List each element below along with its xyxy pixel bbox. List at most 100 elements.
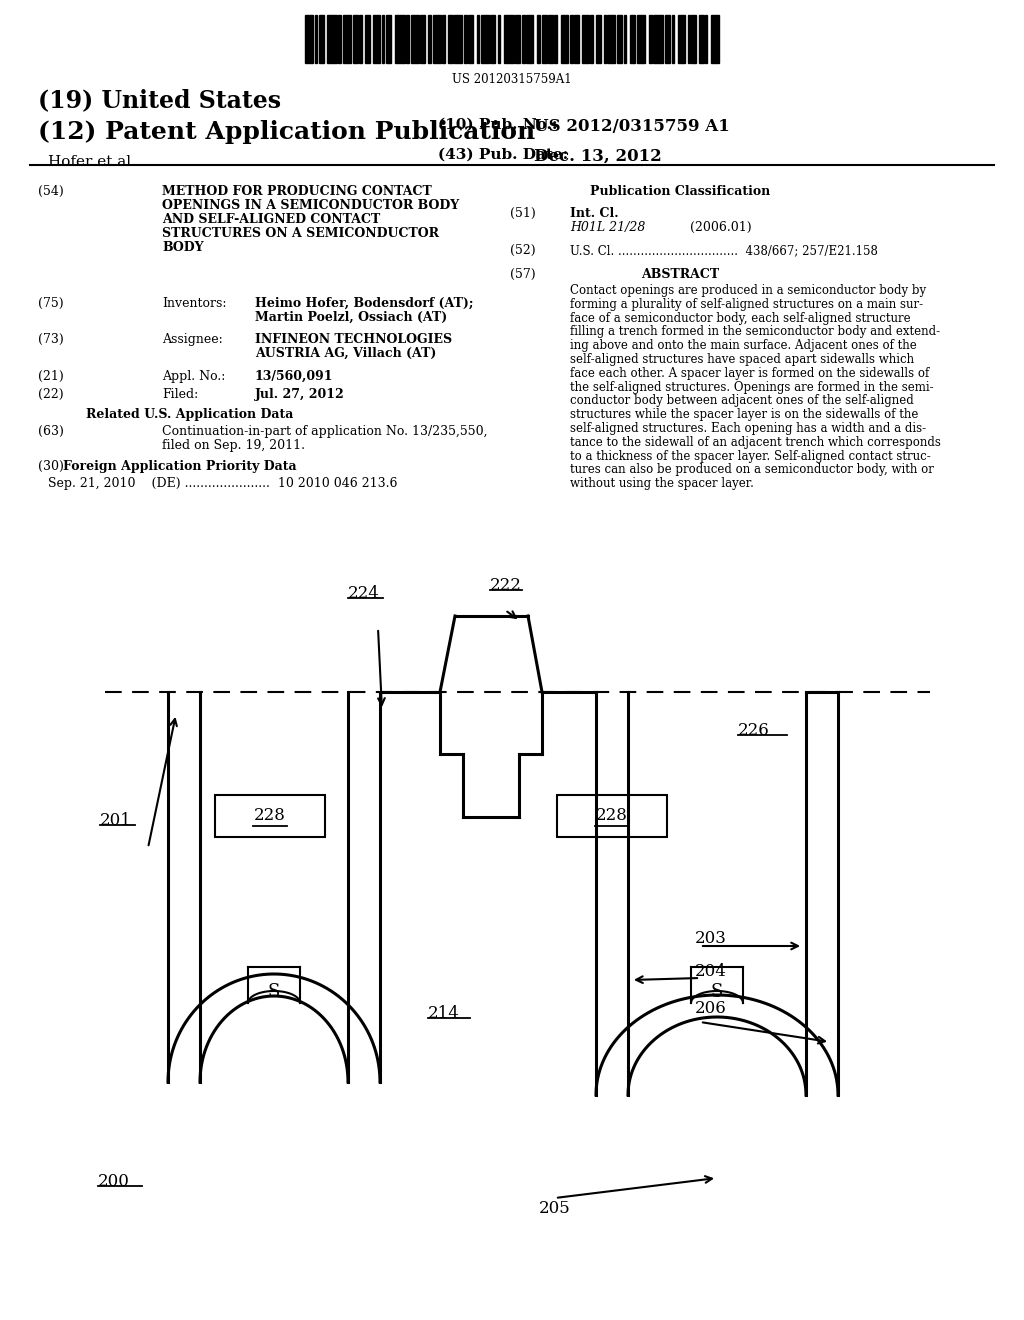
Text: 203: 203	[695, 931, 727, 946]
Bar	[338, 15, 341, 63]
Bar	[570, 15, 572, 63]
Text: (63): (63)	[38, 425, 63, 438]
Bar	[542, 15, 547, 63]
Bar	[526, 15, 534, 63]
Text: the self-aligned structures. Openings are formed in the semi-: the self-aligned structures. Openings ar…	[570, 380, 934, 393]
Bar	[386, 15, 391, 63]
Text: ABSTRACT: ABSTRACT	[641, 268, 719, 281]
Text: self-aligned structures. Each opening has a width and a dis-: self-aligned structures. Each opening ha…	[570, 422, 926, 436]
Text: 214: 214	[428, 1005, 460, 1022]
Text: Hofer et al.: Hofer et al.	[48, 154, 136, 169]
Text: Contact openings are produced in a semiconductor body by: Contact openings are produced in a semic…	[570, 284, 926, 297]
Bar	[678, 15, 685, 63]
Bar	[481, 15, 489, 63]
Bar	[449, 15, 454, 63]
Bar	[687, 15, 690, 63]
Text: 200: 200	[98, 1173, 130, 1191]
Bar	[420, 15, 425, 63]
Bar	[315, 15, 317, 63]
Bar	[617, 15, 623, 63]
Bar	[672, 15, 674, 63]
Text: without using the spacer layer.: without using the spacer layer.	[570, 478, 754, 490]
Text: conductor body between adjacent ones of the self-aligned: conductor body between adjacent ones of …	[570, 395, 913, 408]
Bar	[590, 15, 593, 63]
Text: 222: 222	[490, 577, 522, 594]
Text: (10) Pub. No.:: (10) Pub. No.:	[438, 117, 557, 132]
Text: filling a trench formed in the semiconductor body and extend-: filling a trench formed in the semicondu…	[570, 326, 940, 338]
Text: AND SELF-ALIGNED CONTACT: AND SELF-ALIGNED CONTACT	[162, 213, 380, 226]
Text: 228: 228	[254, 808, 286, 825]
Bar	[353, 15, 358, 63]
Bar	[630, 15, 635, 63]
Bar	[359, 15, 361, 63]
Bar	[468, 15, 473, 63]
Bar	[705, 15, 708, 63]
Text: INFINEON TECHNOLOGIES: INFINEON TECHNOLOGIES	[255, 333, 453, 346]
Text: Related U.S. Application Data: Related U.S. Application Data	[86, 408, 294, 421]
Text: METHOD FOR PRODUCING CONTACT: METHOD FOR PRODUCING CONTACT	[162, 185, 432, 198]
Text: Filed:: Filed:	[162, 388, 199, 401]
Bar	[522, 15, 524, 63]
Text: 226: 226	[738, 722, 770, 739]
Text: Assignee:: Assignee:	[162, 333, 223, 346]
Text: (73): (73)	[38, 333, 63, 346]
Bar	[548, 15, 553, 63]
Bar	[428, 15, 431, 63]
Text: Continuation-in-part of application No. 13/235,550,: Continuation-in-part of application No. …	[162, 425, 487, 438]
Bar	[691, 15, 696, 63]
Bar	[318, 15, 324, 63]
Bar	[373, 15, 380, 63]
Text: OPENINGS IN A SEMICONDUCTOR BODY: OPENINGS IN A SEMICONDUCTOR BODY	[162, 199, 459, 213]
Bar	[649, 15, 652, 63]
Bar	[582, 15, 589, 63]
Text: (19) United States: (19) United States	[38, 88, 282, 112]
Text: Inventors:: Inventors:	[162, 297, 226, 310]
Text: tance to the sidewall of an adjacent trench which corresponds: tance to the sidewall of an adjacent tre…	[570, 436, 941, 449]
Bar	[624, 15, 626, 63]
Bar	[395, 15, 406, 63]
Text: (2006.01): (2006.01)	[690, 220, 752, 234]
Text: (21): (21)	[38, 370, 63, 383]
Bar	[574, 15, 580, 63]
Text: Publication Classification: Publication Classification	[590, 185, 770, 198]
Bar	[554, 15, 557, 63]
Bar	[666, 15, 671, 63]
Bar	[604, 15, 606, 63]
Text: (75): (75)	[38, 297, 63, 310]
Bar	[653, 15, 663, 63]
Bar	[305, 15, 312, 63]
Bar	[407, 15, 409, 63]
Text: Dec. 13, 2012: Dec. 13, 2012	[534, 148, 662, 165]
Text: forming a plurality of self-aligned structures on a main sur-: forming a plurality of self-aligned stru…	[570, 298, 923, 310]
Text: to a thickness of the spacer layer. Self-aligned contact struc-: to a thickness of the spacer layer. Self…	[570, 450, 931, 462]
Text: AUSTRIA AG, Villach (AT): AUSTRIA AG, Villach (AT)	[255, 347, 436, 360]
Text: (51): (51)	[510, 207, 536, 220]
Bar	[490, 15, 496, 63]
Text: BODY: BODY	[162, 242, 204, 253]
Bar	[557, 795, 667, 837]
Text: (30): (30)	[38, 459, 63, 473]
Text: self-aligned structures have spaced apart sidewalls which: self-aligned structures have spaced apar…	[570, 352, 914, 366]
Bar	[596, 15, 601, 63]
Text: US 2012/0315759 A1: US 2012/0315759 A1	[534, 117, 730, 135]
Bar	[382, 15, 384, 63]
Bar	[366, 15, 371, 63]
Text: filed on Sep. 19, 2011.: filed on Sep. 19, 2011.	[162, 440, 305, 451]
Bar	[607, 15, 614, 63]
Text: 224: 224	[348, 585, 380, 602]
Text: S: S	[268, 983, 281, 1001]
Text: Appl. No.:: Appl. No.:	[162, 370, 225, 383]
Text: structures while the spacer layer is on the sidewalls of the: structures while the spacer layer is on …	[570, 408, 919, 421]
Text: STRUCTURES ON A SEMICONDUCTOR: STRUCTURES ON A SEMICONDUCTOR	[162, 227, 439, 240]
Text: Sep. 21, 2010    (DE) ......................  10 2010 046 213.6: Sep. 21, 2010 (DE) .....................…	[48, 477, 397, 490]
Bar	[560, 15, 568, 63]
Bar	[637, 15, 644, 63]
Text: tures can also be produced on a semiconductor body, with or: tures can also be produced on a semicond…	[570, 463, 934, 477]
Bar	[328, 15, 337, 63]
Text: S: S	[711, 983, 723, 1001]
Text: 201: 201	[100, 812, 132, 829]
Text: ing above and onto the main surface. Adjacent ones of the: ing above and onto the main surface. Adj…	[570, 339, 916, 352]
Text: 205: 205	[539, 1200, 570, 1217]
Text: (52): (52)	[510, 244, 536, 257]
Text: Jul. 27, 2012: Jul. 27, 2012	[255, 388, 345, 401]
